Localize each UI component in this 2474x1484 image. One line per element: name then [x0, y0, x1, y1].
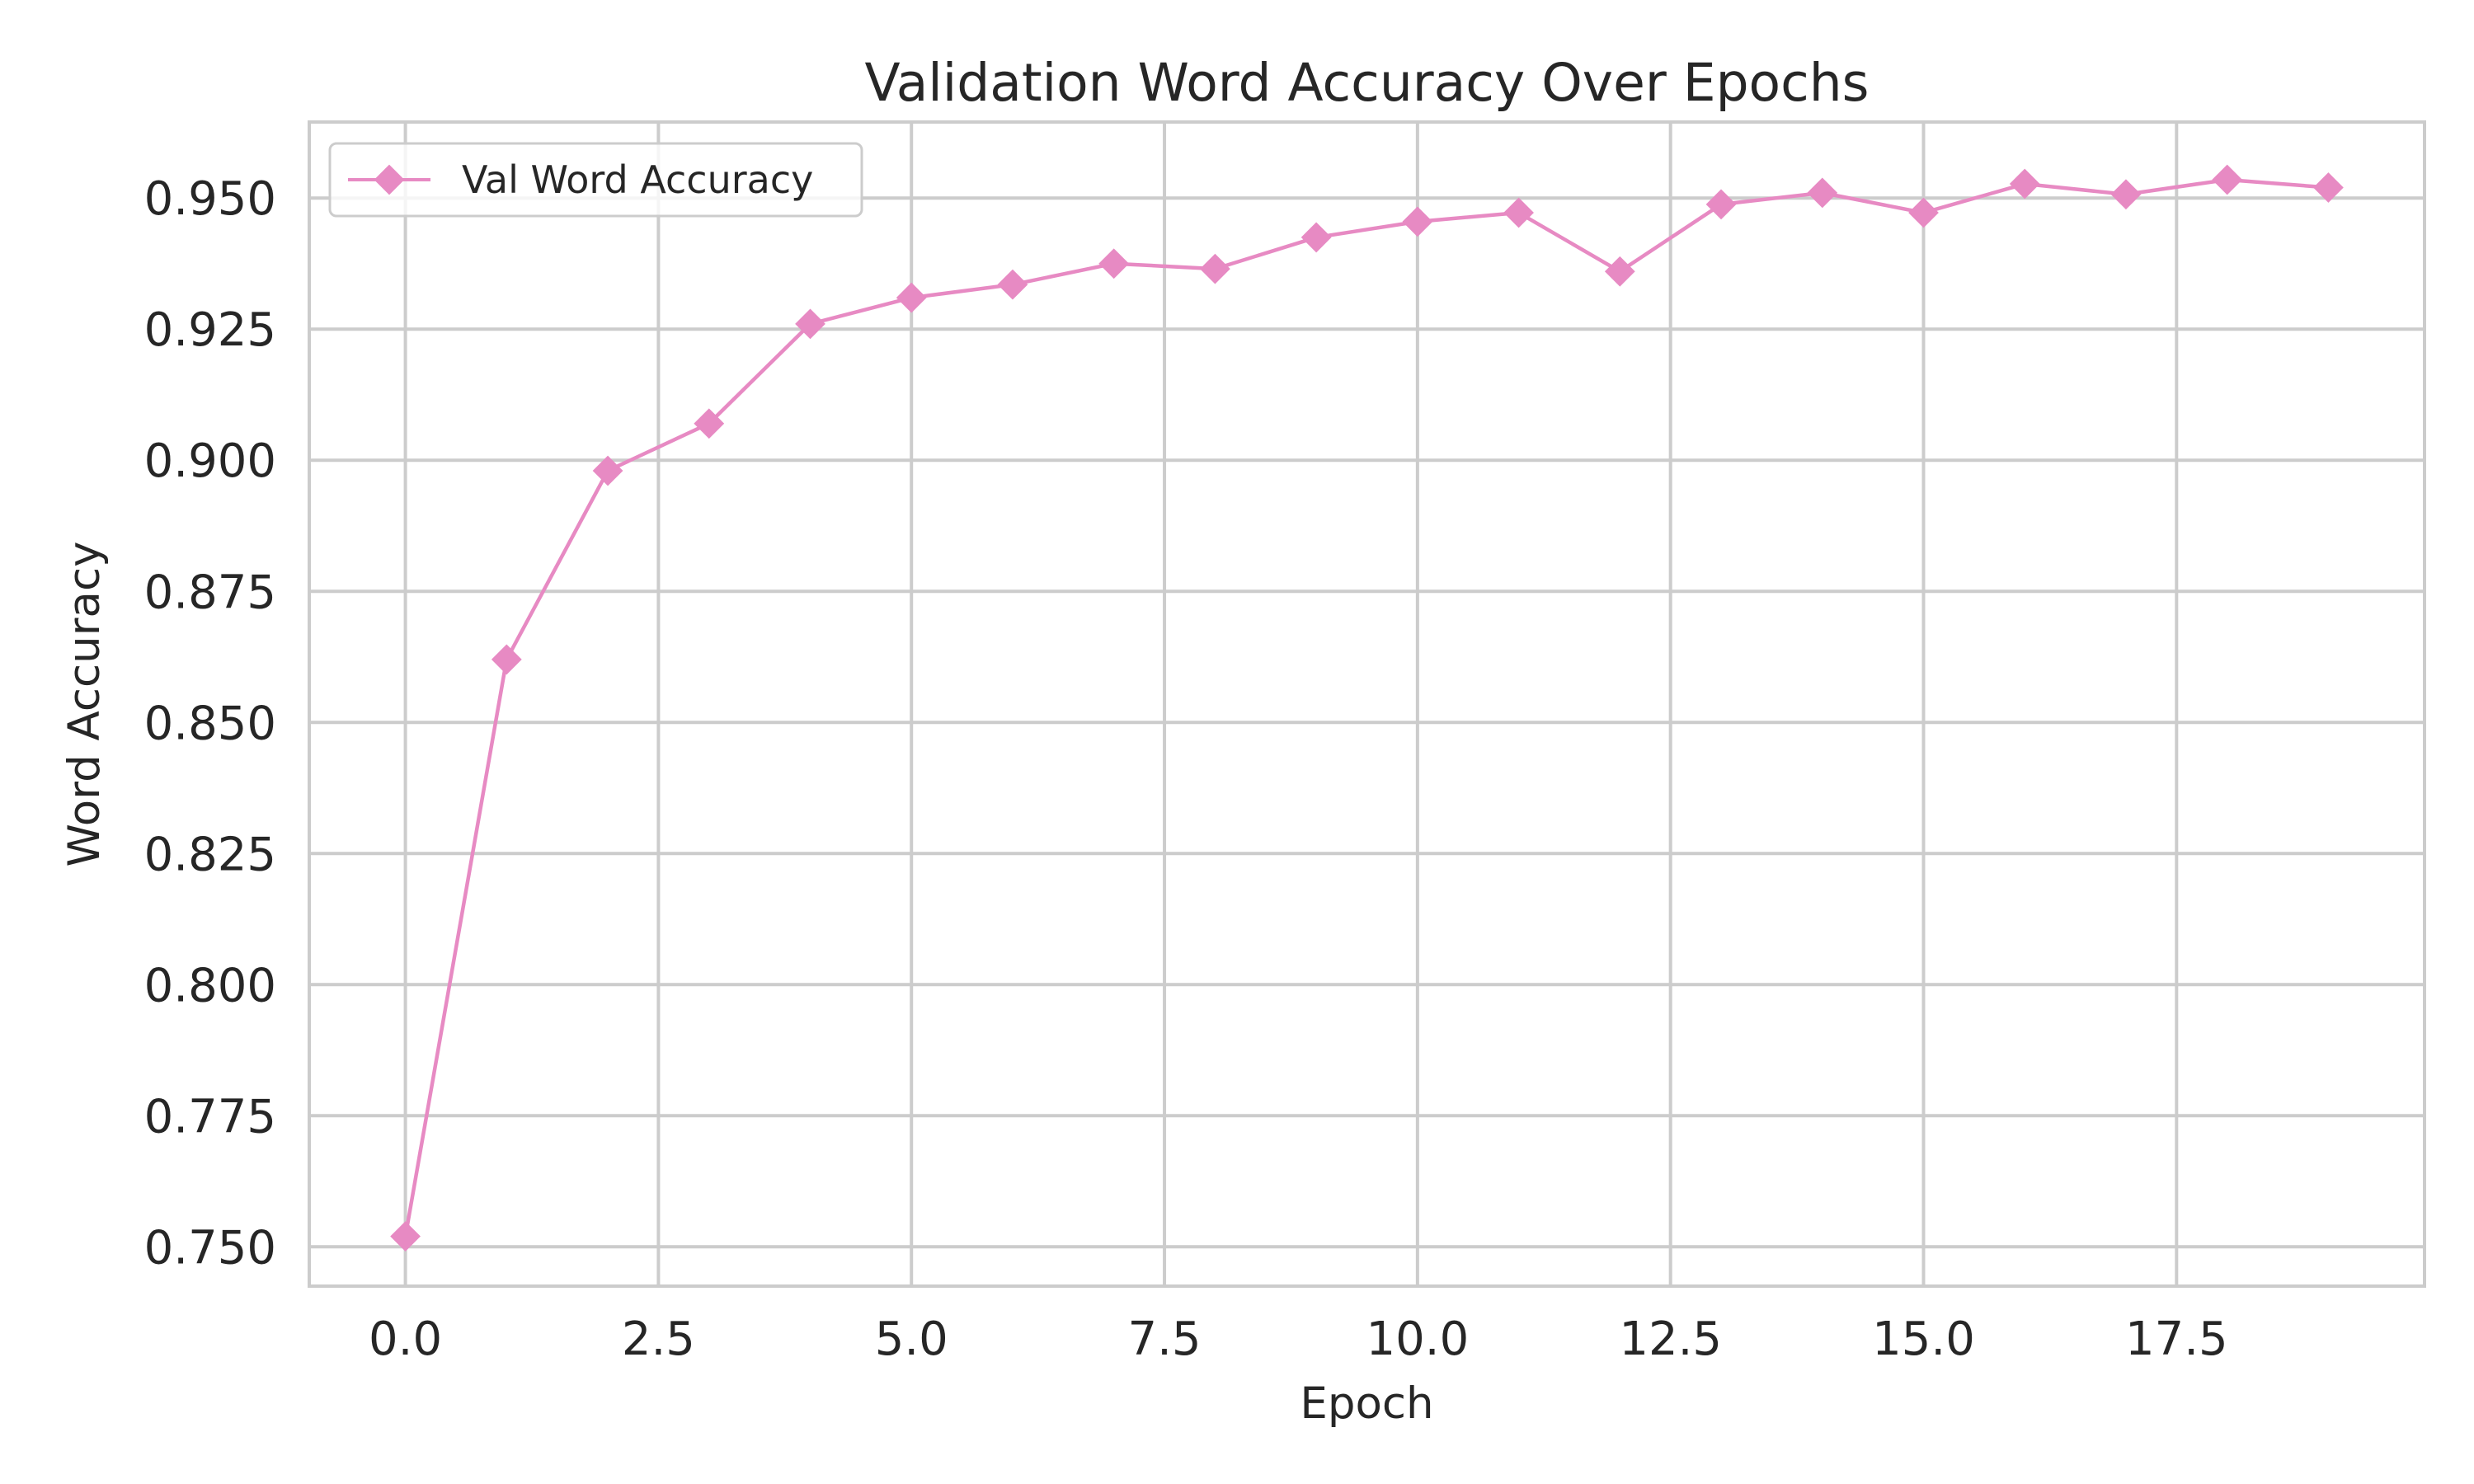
data-point-marker	[2212, 164, 2243, 195]
data-point-marker	[1200, 253, 1230, 284]
series-line	[403, 177, 2329, 1237]
y-tick-label: 0.925	[144, 303, 276, 357]
y-tick-label: 0.775	[144, 1090, 276, 1144]
y-tick-label: 0.850	[144, 697, 276, 750]
chart-title: Validation Word Accuracy Over Epochs	[864, 53, 1869, 113]
data-point-marker	[1705, 189, 1737, 220]
x-tick-label: 5.0	[875, 1313, 948, 1366]
grid-lines	[309, 122, 2425, 1286]
data-point-marker	[1098, 248, 1130, 279]
y-axis-title: Word Accuracy	[59, 541, 110, 866]
y-tick-label: 0.950	[144, 172, 276, 226]
data-point-marker	[1604, 256, 1635, 287]
data-point-marker	[2313, 172, 2344, 203]
data-point-marker	[592, 455, 623, 486]
legend-label: Val Word Accuracy	[462, 157, 813, 202]
x-tick-label: 17.5	[2125, 1313, 2228, 1366]
y-tick-label: 0.875	[144, 566, 276, 619]
x-tick-label: 0.0	[369, 1313, 442, 1366]
data-point-marker	[1908, 197, 1939, 228]
plot-frame	[308, 120, 2426, 1288]
data-point-marker	[1503, 197, 1534, 228]
x-tick-label: 15.0	[1872, 1313, 1975, 1366]
data-point-marker	[896, 282, 927, 313]
data-point-marker	[997, 269, 1028, 300]
x-tick-label: 7.5	[1128, 1313, 1202, 1366]
data-point-marker	[694, 408, 725, 439]
data-point-marker	[2009, 168, 2040, 200]
y-tick-label: 0.750	[144, 1221, 276, 1275]
legend-diamond-marker	[374, 164, 405, 195]
x-tick-label: 12.5	[1619, 1313, 1722, 1366]
x-axis-title: Epoch	[1300, 1378, 1433, 1429]
legend: Val Word Accuracy	[328, 142, 863, 218]
legend-box	[328, 142, 863, 218]
tick-labels: 0.0 2.5 5.0 7.5 10.0 12.5 15.0 17.5 0.750 0.775 0.…	[144, 172, 2228, 1366]
data-point-marker	[390, 1221, 421, 1252]
data-point-marker	[795, 308, 825, 340]
data-point-marker	[2110, 179, 2142, 210]
y-tick-label: 0.800	[144, 959, 276, 1012]
y-tick-label: 0.900	[144, 434, 276, 488]
data-point-marker	[491, 644, 522, 675]
x-tick-label: 2.5	[622, 1313, 695, 1366]
y-tick-label: 0.825	[144, 828, 276, 881]
x-tick-label: 10.0	[1366, 1313, 1470, 1366]
data-point-marker	[1807, 177, 1838, 209]
data-point-marker	[1300, 222, 1332, 253]
